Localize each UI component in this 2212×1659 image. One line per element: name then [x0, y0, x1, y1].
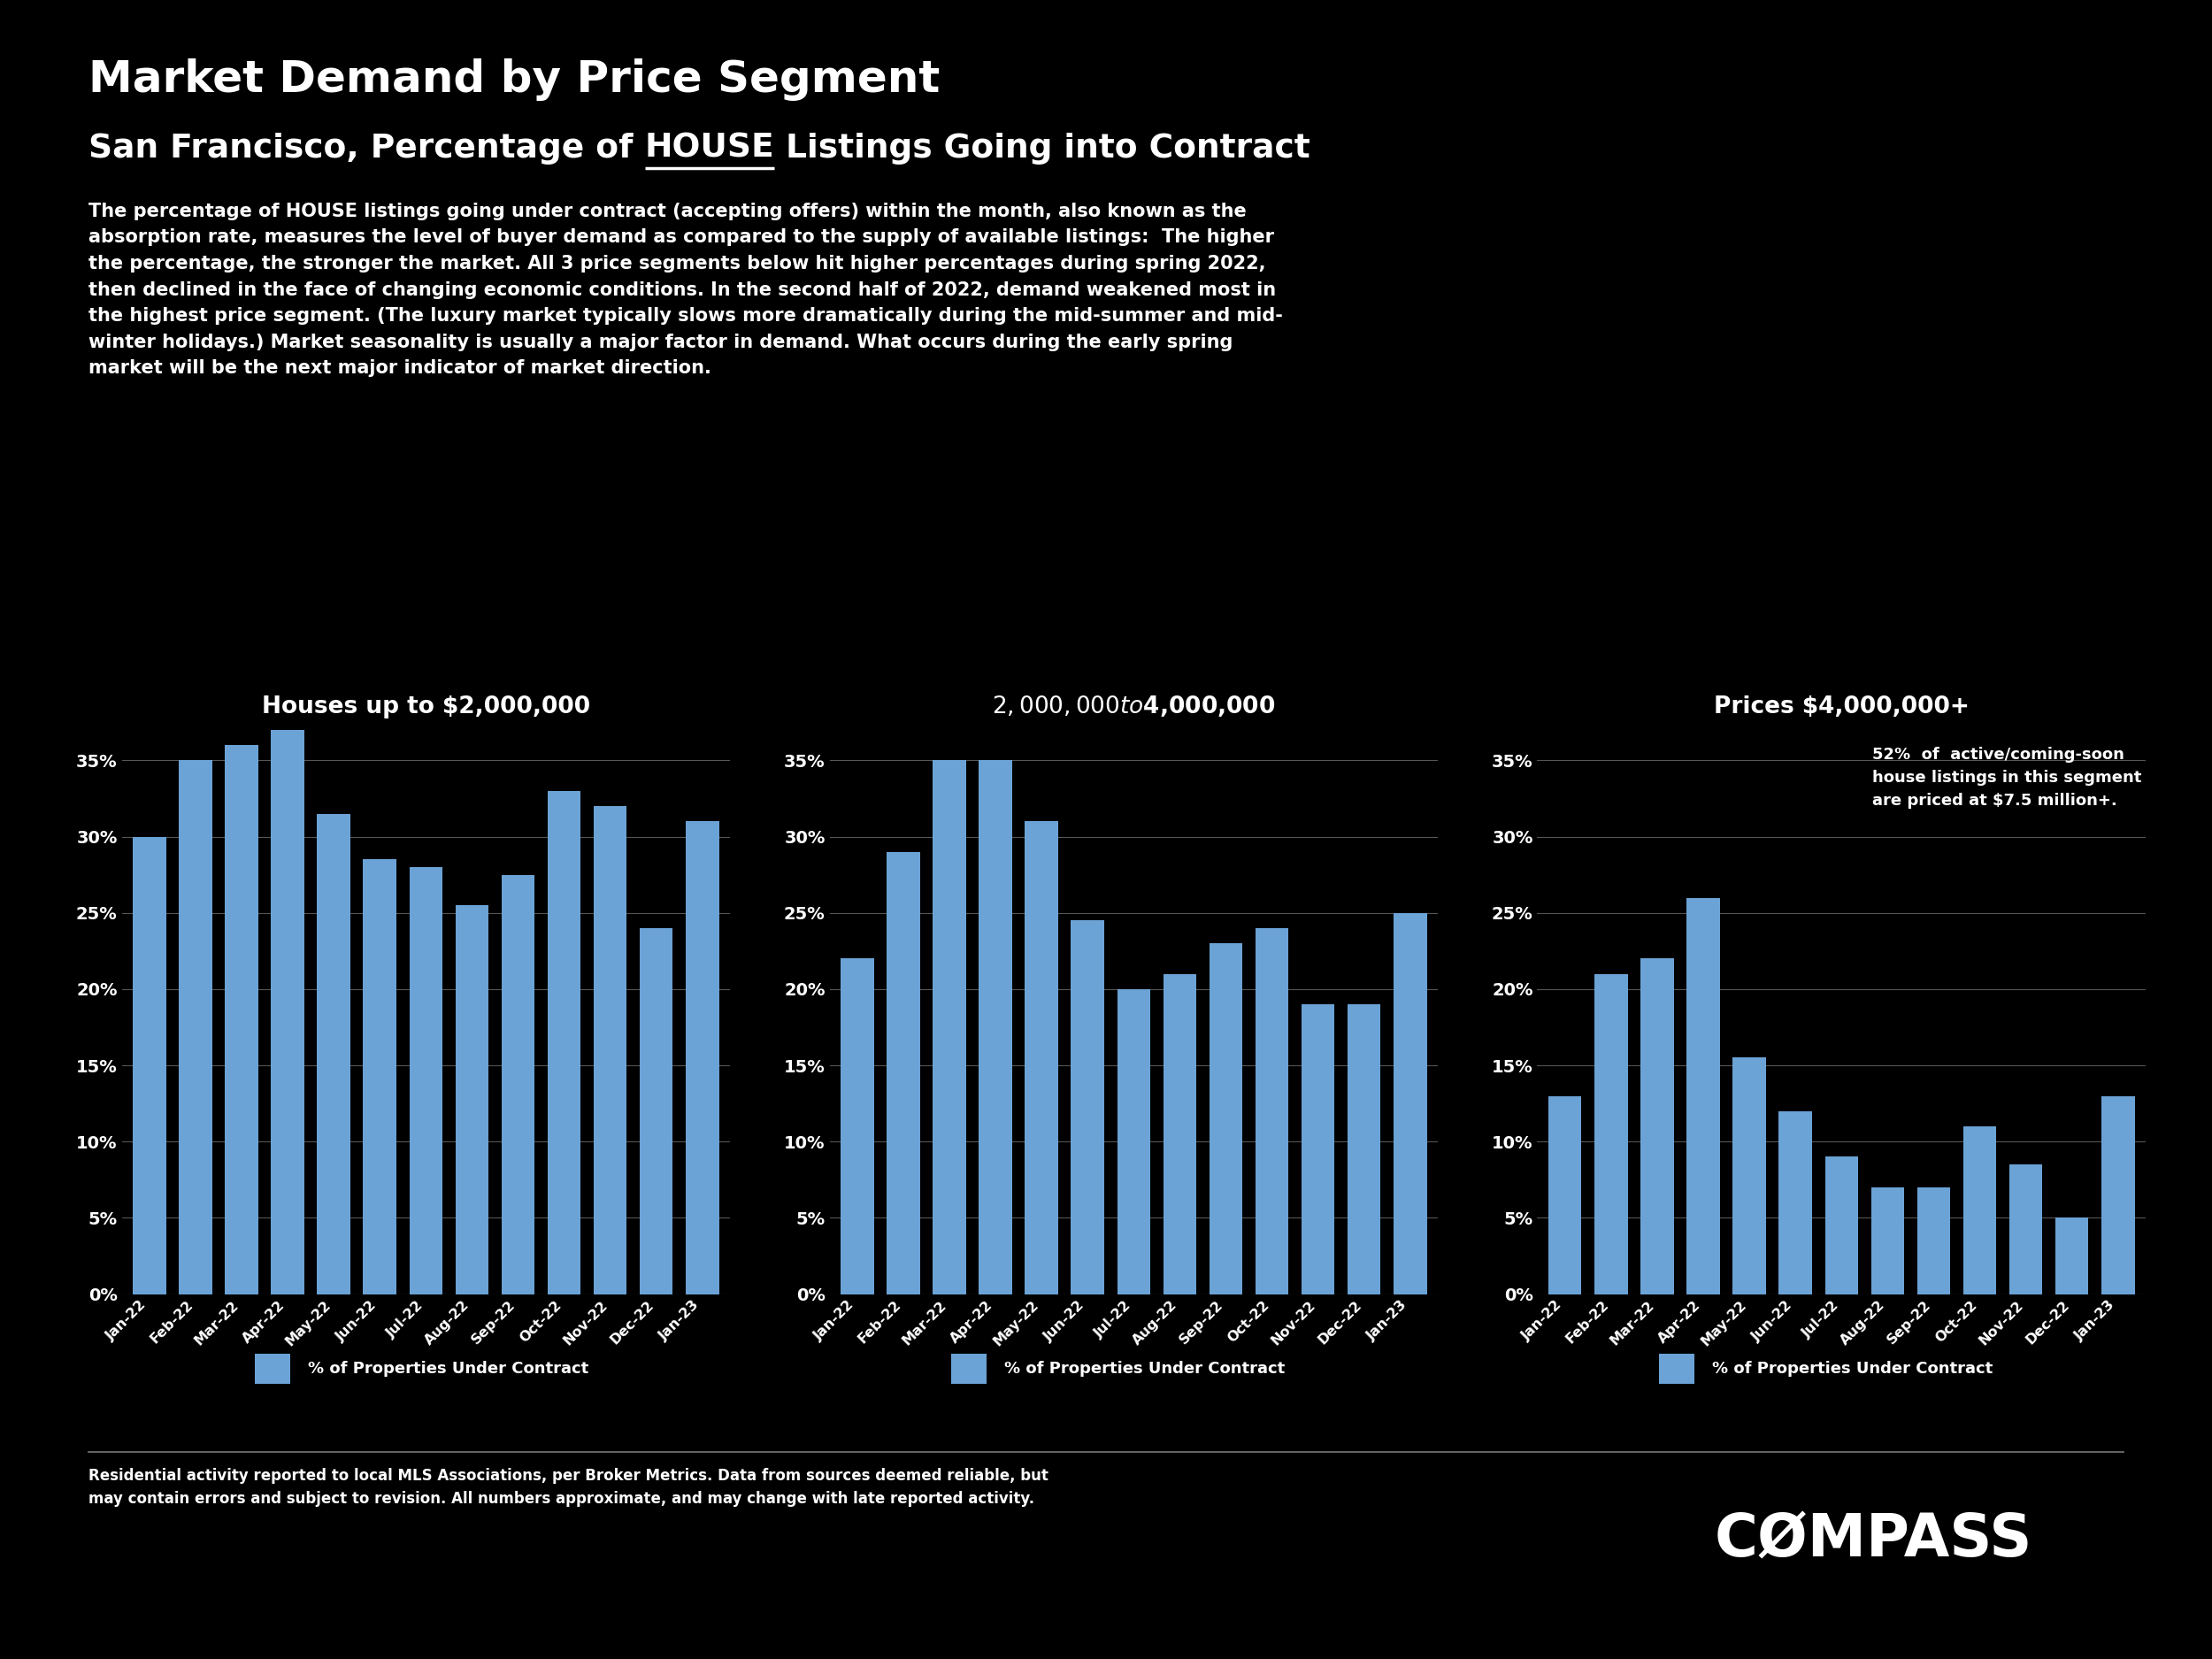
Bar [133, 836, 166, 1294]
Bar [1301, 1004, 1334, 1294]
Bar [593, 806, 626, 1294]
Bar [933, 760, 967, 1294]
Text: Market Demand by Price Segment: Market Demand by Price Segment [88, 58, 940, 101]
Bar [887, 853, 920, 1294]
Bar [1548, 1097, 1582, 1294]
Bar [1825, 1156, 1858, 1294]
Bar [1595, 974, 1628, 1294]
Bar [1732, 1058, 1765, 1294]
Title: Houses up to $2,000,000: Houses up to $2,000,000 [261, 695, 591, 718]
Text: CØMPASS: CØMPASS [1714, 1510, 2033, 1569]
Bar [1071, 921, 1104, 1294]
Bar [1394, 912, 1427, 1294]
Bar [502, 874, 535, 1294]
Text: San Francisco, Percentage of: San Francisco, Percentage of [88, 133, 644, 164]
Bar [1164, 974, 1197, 1294]
Text: Listings Going into Contract: Listings Going into Contract [774, 133, 1310, 164]
Bar [316, 815, 349, 1294]
Bar [226, 745, 259, 1294]
Text: 52%  of  active/coming-soon
house listings in this segment
are priced at $7.5 mi: 52% of active/coming-soon house listings… [1871, 747, 2141, 808]
Bar [1347, 1004, 1380, 1294]
Bar [1210, 944, 1243, 1294]
Text: % of Properties Under Contract: % of Properties Under Contract [1004, 1360, 1285, 1377]
Bar [1024, 821, 1057, 1294]
Bar [686, 821, 719, 1294]
Bar [456, 906, 489, 1294]
Bar [639, 927, 672, 1294]
Bar [1918, 1188, 1951, 1294]
Title: $2,000,000 to $4,000,000: $2,000,000 to $4,000,000 [991, 693, 1276, 718]
Bar [179, 760, 212, 1294]
Bar [1686, 898, 1721, 1294]
Bar [1778, 1112, 1812, 1294]
Text: HOUSE: HOUSE [644, 133, 774, 164]
Bar [409, 868, 442, 1294]
Title: Prices $4,000,000+: Prices $4,000,000+ [1714, 695, 1969, 718]
Text: The percentage of HOUSE listings going under contract (accepting offers) within : The percentage of HOUSE listings going u… [88, 202, 1283, 377]
Bar [1256, 927, 1287, 1294]
Bar [1641, 959, 1674, 1294]
Bar [272, 730, 305, 1294]
Bar [363, 859, 396, 1294]
Text: % of Properties Under Contract: % of Properties Under Contract [307, 1360, 588, 1377]
Bar [978, 760, 1013, 1294]
Text: % of Properties Under Contract: % of Properties Under Contract [1712, 1360, 1993, 1377]
Bar [1117, 989, 1150, 1294]
Bar [1871, 1188, 1905, 1294]
Bar [1964, 1126, 1997, 1294]
Bar [2008, 1165, 2042, 1294]
Bar [549, 791, 580, 1294]
Bar [2101, 1097, 2135, 1294]
Bar [841, 959, 874, 1294]
Bar [2055, 1218, 2088, 1294]
Text: Residential activity reported to local MLS Associations, per Broker Metrics. Dat: Residential activity reported to local M… [88, 1468, 1048, 1506]
